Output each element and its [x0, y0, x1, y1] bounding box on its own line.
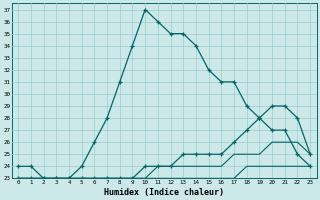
- X-axis label: Humidex (Indice chaleur): Humidex (Indice chaleur): [104, 188, 224, 197]
